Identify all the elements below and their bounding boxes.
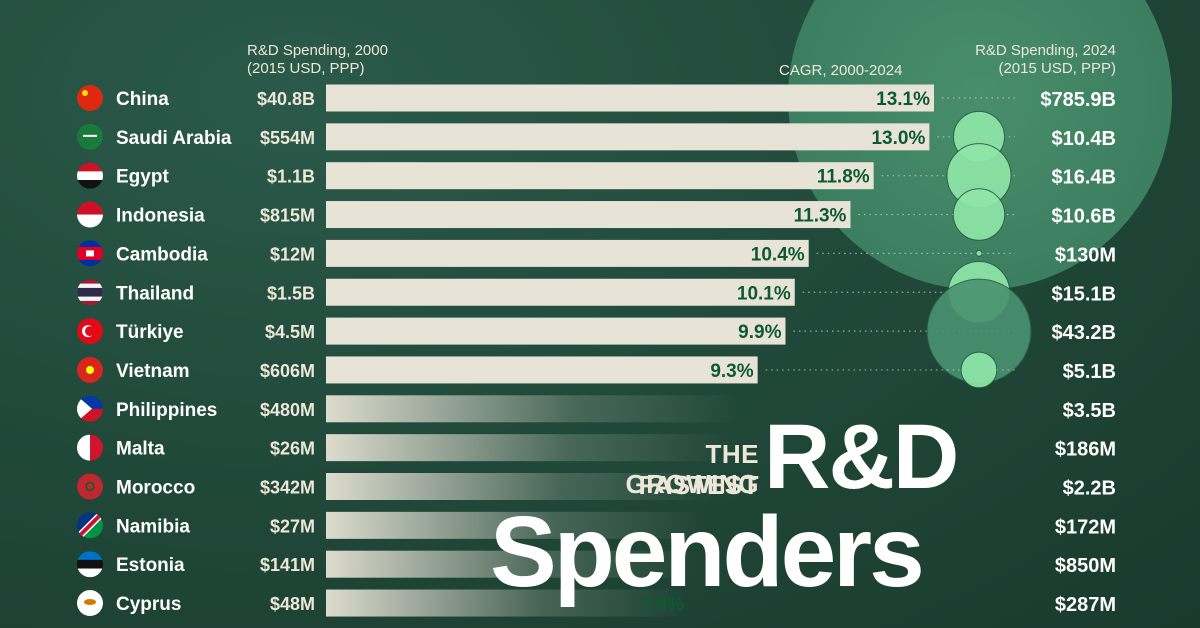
country-label: Cyprus — [116, 594, 181, 615]
country-label: Egypt — [116, 167, 169, 188]
cagr-bar — [326, 356, 758, 384]
value-2000-label: $480M — [260, 400, 315, 420]
value-2024-label: $15.1B — [1052, 283, 1117, 305]
cagr-label: 9.9% — [738, 322, 781, 343]
header-2000-line2: (2015 USD, PPP) — [247, 60, 365, 77]
country-label: Malta — [116, 439, 165, 460]
header-2024: R&D Spending, 2024 (2015 USD, PPP) — [975, 42, 1116, 78]
value-2000-label: $342M — [260, 478, 315, 498]
country-label: Morocco — [116, 478, 195, 499]
value-2024-label: $2.2B — [1063, 478, 1116, 500]
cagr-bar — [326, 317, 786, 345]
philippines-flag-icon — [77, 395, 103, 422]
value-2024-label: $10.4B — [1052, 128, 1117, 150]
title-big-line2: Spenders — [490, 496, 925, 608]
estonia-flag-icon — [77, 551, 103, 578]
country-label: Estonia — [116, 555, 185, 576]
header-2024-line1: R&D Spending, 2024 — [975, 42, 1116, 59]
cagr-bar — [326, 123, 930, 151]
value-2000-label: $26M — [270, 439, 315, 459]
country-label: Saudi Arabia — [116, 128, 232, 149]
value-2024-label: $43.2B — [1052, 322, 1117, 344]
cagr-label: 13.1% — [876, 89, 930, 110]
china-flag-icon — [77, 85, 103, 111]
value-2000-label: $606M — [260, 361, 315, 381]
value-2000-label: $815M — [260, 206, 315, 226]
cagr-bar — [326, 589, 689, 617]
country-label: Vietnam — [116, 361, 190, 382]
value-2000-label: $4.5M — [265, 322, 315, 342]
cagr-label: 10.1% — [737, 283, 791, 304]
cagr-bar — [326, 201, 851, 229]
title-small-line1: THE FASTEST — [638, 439, 759, 500]
country-label: Thailand — [116, 283, 194, 304]
title-big-line1: R&D — [764, 406, 959, 508]
turkiye-flag-icon — [77, 318, 103, 345]
cagr-bar — [326, 395, 740, 423]
value-2000-label: $27M — [270, 516, 315, 536]
namibia-flag-icon — [77, 512, 103, 539]
egypt-flag-icon — [77, 162, 103, 189]
cagr-label: 7.8% — [641, 594, 684, 615]
cagr-bar — [326, 162, 874, 190]
bubble-2024 — [975, 249, 983, 257]
country-label: China — [116, 89, 169, 110]
cyprus-flag-icon — [77, 590, 103, 617]
morocco-flag-icon — [77, 473, 103, 500]
cambodia-flag-icon — [77, 240, 103, 267]
header-2024-line2: (2015 USD, PPP) — [998, 60, 1116, 77]
malta-flag-icon — [77, 434, 103, 461]
value-2000-label: $12M — [270, 244, 315, 264]
value-2024-label: $186M — [1055, 439, 1116, 461]
cagr-bar — [326, 239, 809, 267]
value-2024-label: $5.1B — [1063, 361, 1116, 383]
value-2000-label: $40.8B — [257, 89, 315, 109]
cagr-bar — [326, 84, 934, 112]
value-2024-label: $10.6B — [1052, 206, 1117, 228]
vietnam-flag-icon — [77, 356, 103, 383]
cagr-bar — [326, 550, 698, 578]
bubble-2024 — [952, 188, 1006, 241]
value-2024-label: $172M — [1055, 516, 1116, 538]
cagr-bar — [326, 511, 707, 539]
value-2024-label: $16.4B — [1052, 167, 1117, 189]
value-2000-label: $141M — [260, 555, 315, 575]
cagr-label: 10.4% — [751, 244, 805, 265]
cagr-bar — [326, 473, 716, 500]
value-2024-label: $287M — [1055, 594, 1116, 616]
country-label: Namibia — [116, 516, 190, 537]
cagr-label: 13.0% — [871, 128, 925, 149]
cagr-bar — [326, 434, 730, 462]
cagr-label: 9.3% — [710, 361, 753, 382]
value-2000-label: $1.1B — [267, 167, 315, 187]
cagr-label: 11.3% — [794, 206, 847, 227]
value-2024-label: $850M — [1055, 555, 1116, 577]
header-2000-line1: R&D Spending, 2000 — [247, 42, 388, 59]
country-label: Türkiye — [116, 322, 184, 343]
title-small-line2: GROWING — [625, 469, 759, 499]
header-cagr: CAGR, 2000-2024 — [779, 62, 903, 79]
saudi-arabia-flag-icon — [77, 123, 103, 150]
header-2000: R&D Spending, 2000 (2015 USD, PPP) — [247, 42, 388, 78]
country-label: Philippines — [116, 400, 217, 421]
thailand-flag-icon — [77, 279, 103, 306]
value-2000-label: $554M — [260, 128, 315, 148]
bubble-2024 — [960, 351, 998, 389]
value-2024-label: $130M — [1055, 244, 1116, 266]
value-2000-label: $48M — [270, 594, 315, 614]
indonesia-flag-icon — [77, 201, 103, 228]
country-label: Indonesia — [116, 206, 205, 227]
country-label: Cambodia — [116, 244, 208, 265]
cagr-bar — [326, 278, 795, 306]
title-block: THE FASTEST GROWING R&D Spenders — [490, 407, 1030, 625]
cagr-label: 11.8% — [817, 167, 870, 188]
value-2000-label: $1.5B — [267, 283, 315, 303]
value-2024-label: $3.5B — [1063, 400, 1116, 422]
value-2024-label: $785.9B — [1040, 89, 1116, 111]
